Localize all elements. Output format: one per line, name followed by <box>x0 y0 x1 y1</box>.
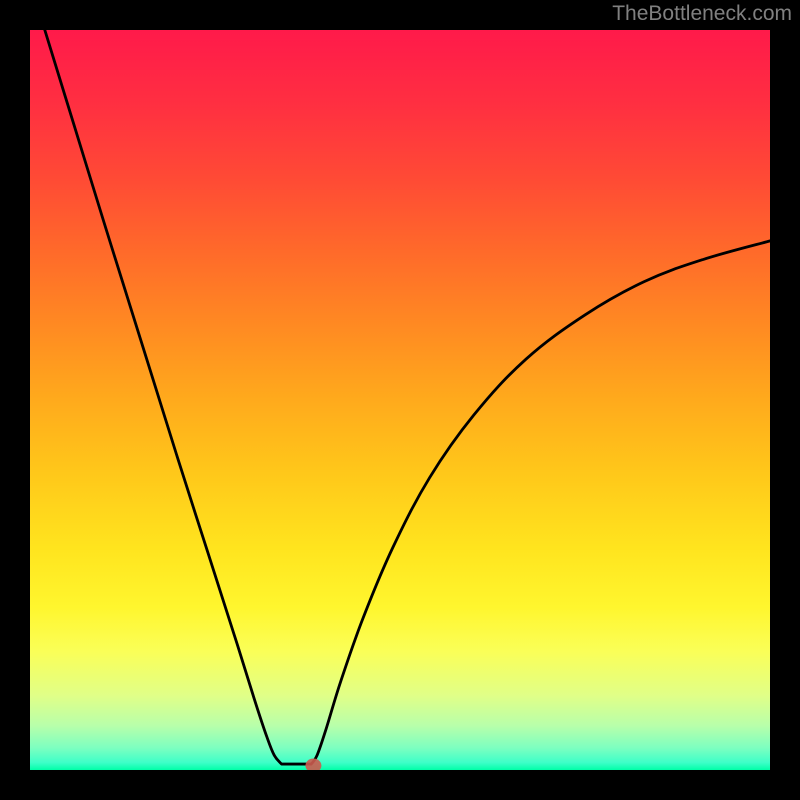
watermark-text: TheBottleneck.com <box>612 2 792 26</box>
plot-area <box>30 30 770 770</box>
curve-path <box>45 30 770 764</box>
minimum-marker <box>305 759 321 770</box>
bottleneck-curve <box>30 30 770 770</box>
